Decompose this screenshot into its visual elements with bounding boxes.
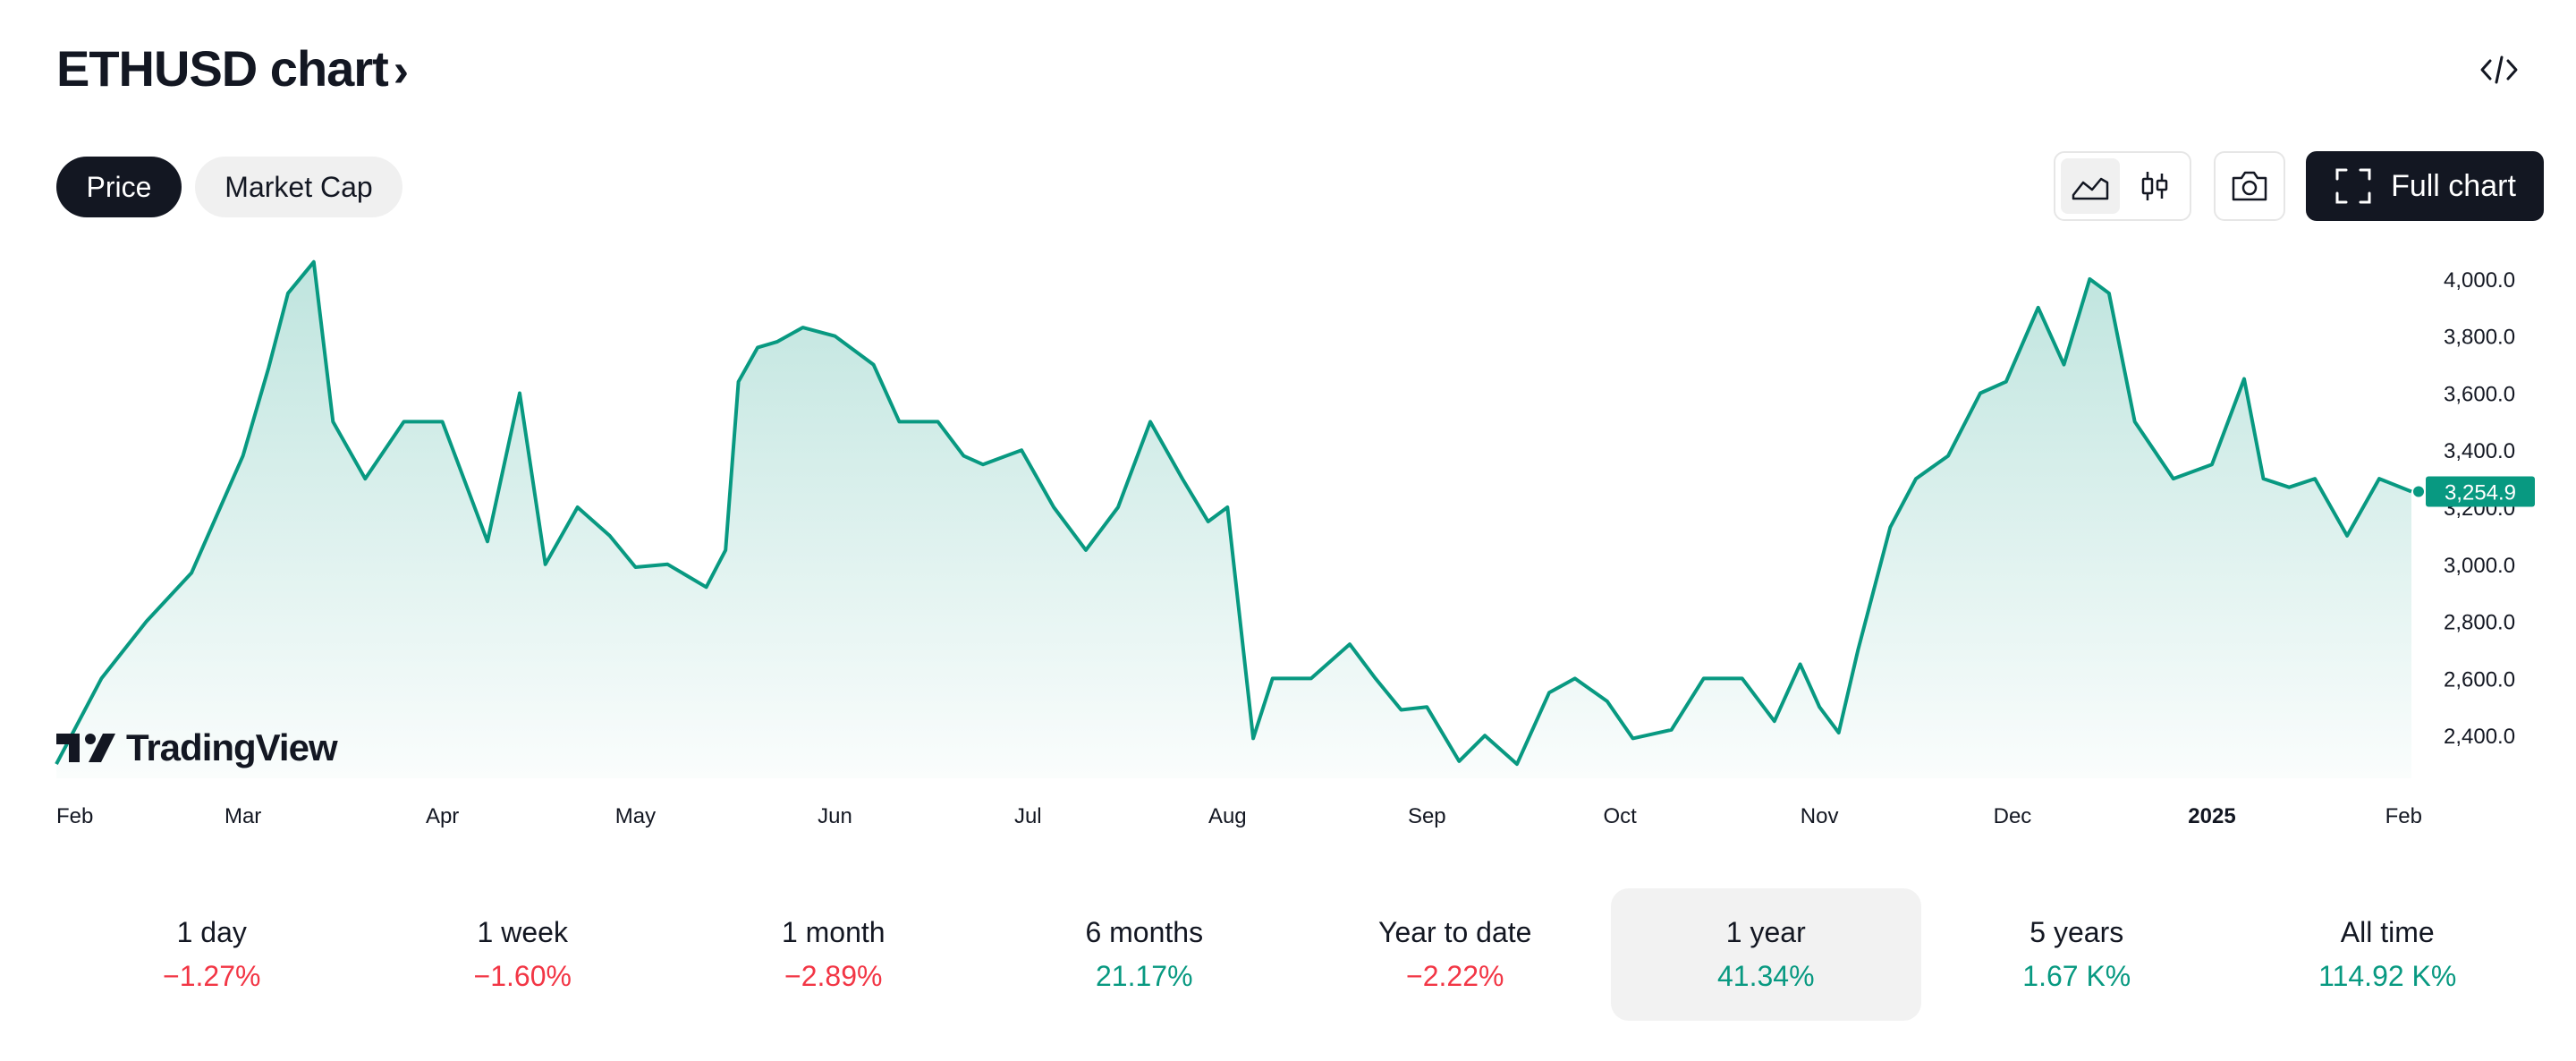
tab-market-cap[interactable]: Market Cap bbox=[195, 157, 402, 217]
period-change: −2.22% bbox=[1406, 960, 1504, 992]
area-chart-icon bbox=[2072, 177, 2109, 200]
price-line bbox=[55, 259, 2412, 767]
y-tick-label: 2,400.0 bbox=[2444, 725, 2515, 749]
tradingview-logo[interactable]: TradingView bbox=[56, 726, 338, 769]
period-label: 1 day bbox=[176, 916, 247, 948]
logo-text: TradingView bbox=[126, 726, 338, 768]
x-tick-label: Aug bbox=[1208, 804, 1247, 828]
period-all-time[interactable]: All time 114.92 K% bbox=[2233, 888, 2544, 1021]
x-tick-label: Nov bbox=[1801, 804, 1839, 828]
x-tick-label: Sep bbox=[1408, 804, 1446, 828]
tradingview-logo-icon bbox=[56, 734, 115, 762]
period-change: 114.92 K% bbox=[2318, 960, 2457, 992]
period-label: Year to date bbox=[1378, 916, 1532, 948]
period-label: 1 month bbox=[781, 916, 886, 948]
period-label: 6 months bbox=[1085, 916, 1204, 948]
period-change: −2.89% bbox=[784, 960, 883, 992]
period-label: 1 year bbox=[1725, 916, 1806, 948]
last-price-badge bbox=[2426, 476, 2535, 507]
snapshot-group bbox=[2214, 151, 2285, 221]
x-tick-label: Apr bbox=[426, 804, 459, 828]
embed-code-button[interactable] bbox=[2478, 50, 2521, 89]
period-change: −1.27% bbox=[163, 960, 261, 992]
period-change: −1.60% bbox=[473, 960, 572, 992]
page-title: ETHUSD chart bbox=[56, 40, 389, 97]
price-area-fill bbox=[56, 261, 2411, 778]
full-chart-button[interactable]: Full chart bbox=[2306, 151, 2544, 221]
period-1-month[interactable]: 1 month −2.89% bbox=[678, 888, 989, 1021]
x-tick-label: May bbox=[615, 804, 656, 828]
x-tick-label: Feb bbox=[56, 804, 93, 828]
x-tick-label: Oct bbox=[1603, 804, 1637, 828]
period-1-week[interactable]: 1 week −1.60% bbox=[368, 888, 679, 1021]
period-1-day[interactable]: 1 day −1.27% bbox=[56, 888, 368, 1021]
x-tick-label: Dec bbox=[1994, 804, 2032, 828]
period-change: 1.67 K% bbox=[2022, 960, 2131, 992]
y-tick-label: 3,400.0 bbox=[2444, 439, 2515, 463]
embed-code-icon bbox=[2480, 55, 2518, 84]
period-performance-row: 1 day −1.27% 1 week −1.60% 1 month −2.89% 6… bbox=[56, 888, 2543, 1021]
chevron-right-icon: › bbox=[393, 44, 409, 97]
chart-style-toggle bbox=[2054, 151, 2191, 221]
x-tick-label: Jun bbox=[818, 804, 852, 828]
period-1-year[interactable]: 1 year 41.34% bbox=[1610, 888, 1921, 1021]
area-style-button[interactable] bbox=[2061, 158, 2120, 214]
period-label: 1 week bbox=[477, 916, 568, 948]
snapshot-button[interactable] bbox=[2221, 158, 2278, 214]
period-change: 41.34% bbox=[1716, 960, 1815, 992]
x-tick-label: 2025 bbox=[2188, 804, 2235, 828]
candlestick-icon bbox=[2141, 172, 2168, 200]
x-tick-label: Mar bbox=[225, 804, 261, 828]
period-label: All time bbox=[2340, 916, 2435, 948]
last-price-dot bbox=[2413, 486, 2424, 497]
last-price-label: 3,254.9 bbox=[2445, 481, 2516, 505]
y-tick-label: 3,000.0 bbox=[2444, 554, 2515, 578]
fullscreen-icon bbox=[2335, 168, 2371, 204]
candles-style-button[interactable] bbox=[2125, 158, 2184, 214]
x-tick-label: Feb bbox=[2385, 804, 2422, 828]
period-year-to-date[interactable]: Year to date −2.22% bbox=[1300, 888, 1611, 1021]
period-label: 5 years bbox=[2029, 916, 2124, 948]
chart-title-link[interactable]: ETHUSD chart › bbox=[56, 39, 409, 98]
y-tick-label: 4,000.0 bbox=[2444, 268, 2515, 293]
full-chart-label: Full chart bbox=[2391, 168, 2516, 203]
y-tick-label: 3,600.0 bbox=[2444, 382, 2515, 406]
price-chart[interactable]: Feb Mar Apr May Jun Jul Aug Sep Oct Nov Dec 2025 Feb… bbox=[0, 242, 2576, 850]
x-tick-label: Jul bbox=[1014, 804, 1042, 828]
period-5-years[interactable]: 5 years 1.67 K% bbox=[1921, 888, 2233, 1021]
y-tick-label: 2,800.0 bbox=[2444, 611, 2515, 635]
period-6-months[interactable]: 6 months 21.17% bbox=[989, 888, 1301, 1021]
tab-price[interactable]: Price bbox=[56, 157, 182, 217]
camera-icon bbox=[2232, 171, 2267, 201]
y-tick-label: 2,600.0 bbox=[2444, 667, 2515, 692]
y-tick-label: 3,800.0 bbox=[2444, 326, 2515, 350]
period-change: 21.17% bbox=[1095, 960, 1193, 992]
